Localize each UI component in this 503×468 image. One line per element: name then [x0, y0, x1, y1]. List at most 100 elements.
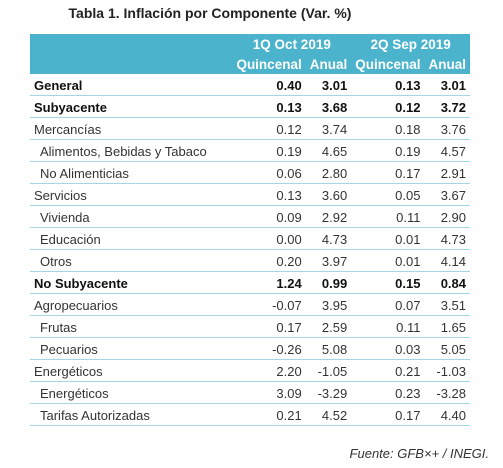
- cell: 4.57: [424, 139, 470, 162]
- cell: 4.73: [424, 227, 470, 250]
- cell: 3.01: [305, 74, 352, 96]
- cell: 2.92: [305, 205, 352, 228]
- cell: 0.05: [351, 183, 425, 206]
- table-row: Vivienda 0.09 2.92 0.11 2.90: [30, 205, 470, 228]
- cell: -1.05: [305, 359, 352, 382]
- row-label: Subyacente: [30, 95, 233, 118]
- cell: 2.80: [305, 161, 352, 184]
- cell: 0.01: [351, 227, 425, 250]
- row-label: Pecuarios: [30, 337, 233, 360]
- cell: 3.51: [424, 293, 470, 316]
- cell: 0.11: [351, 205, 425, 228]
- row-label: Educación: [30, 227, 233, 250]
- cell: -0.26: [232, 337, 306, 360]
- table-row: Pecuarios -0.26 5.08 0.03 5.05: [30, 337, 470, 360]
- cell: -1.03: [424, 359, 470, 382]
- cell: 4.52: [305, 403, 352, 426]
- cell: 0.07: [351, 293, 425, 316]
- cell: 0.21: [351, 359, 425, 382]
- cell: 3.60: [305, 183, 352, 206]
- table-row: Subyacente 0.13 3.68 0.12 3.72: [30, 95, 470, 118]
- cell: 0.01: [351, 249, 425, 272]
- column-header: Anual: [305, 54, 352, 74]
- cell: 1.24: [232, 271, 306, 294]
- cell: 3.76: [424, 117, 470, 140]
- table-row: Servicios 0.13 3.60 0.05 3.67: [30, 183, 470, 206]
- cell: 0.19: [351, 139, 425, 162]
- row-label: Agropecuarios: [30, 293, 233, 316]
- header-row: 1Q Oct 2019 2Q Sep 2019: [30, 34, 470, 54]
- table-row: Alimentos, Bebidas y Tabaco 0.19 4.65 0.19 4…: [30, 139, 470, 162]
- cell: 2.59: [305, 315, 352, 338]
- cell: 3.67: [424, 183, 470, 206]
- cell: 0.13: [232, 183, 306, 206]
- cell: 0.84: [424, 271, 470, 294]
- cell: -3.29: [305, 381, 352, 404]
- corner: [30, 34, 233, 54]
- row-label: Servicios: [30, 183, 233, 206]
- table-row: General 0.40 3.01 0.13 3.01: [30, 74, 470, 96]
- cell: 3.95: [305, 293, 352, 316]
- table: 1Q Oct 2019 2Q Sep 2019 Quincenal Anual Qu…: [30, 34, 470, 426]
- cell: 0.20: [232, 249, 306, 272]
- cell: 0.12: [351, 95, 425, 118]
- column-header: Anual: [424, 54, 470, 74]
- cell: 2.20: [232, 359, 306, 382]
- source-note: Fuente: GFB×+ / INEGI.: [349, 446, 489, 461]
- cell: 2.90: [424, 205, 470, 228]
- header-row: Quincenal Anual Quincenal Anual: [30, 54, 470, 74]
- cell: 5.08: [305, 337, 352, 360]
- cell: 0.11: [351, 315, 425, 338]
- table-title: Tabla 1. Inflación por Componente (Var. …: [68, 5, 352, 21]
- row-label: Frutas: [30, 315, 233, 338]
- cell: 0.19: [232, 139, 306, 162]
- table-row: Energéticos 2.20 -1.05 0.21 -1.03: [30, 359, 470, 382]
- table-row: Tarifas Autorizadas 0.21 4.52 0.17 4.40: [30, 403, 470, 426]
- row-label: No Subyacente: [30, 271, 233, 294]
- cell: 2.91: [424, 161, 470, 184]
- table-row: Agropecuarios -0.07 3.95 0.07 3.51: [30, 293, 470, 316]
- cell: 4.40: [424, 403, 470, 426]
- table-row: Energéticos 3.09 -3.29 0.23 -3.28: [30, 381, 470, 404]
- table-row: Frutas 0.17 2.59 0.11 1.65: [30, 315, 470, 338]
- cell: 0.00: [232, 227, 306, 250]
- cell: -3.28: [424, 381, 470, 404]
- cell: 4.73: [305, 227, 352, 250]
- row-label: Otros: [30, 249, 233, 272]
- cell: 0.17: [351, 403, 425, 426]
- row-label: General: [30, 74, 233, 96]
- cell: 0.21: [232, 403, 306, 426]
- row-label: Energéticos: [30, 381, 233, 404]
- column-header: Quincenal: [351, 54, 425, 74]
- cell: 4.65: [305, 139, 352, 162]
- cell: 3.72: [424, 95, 470, 118]
- group-header: 2Q Sep 2019: [351, 34, 470, 54]
- cell: 0.18: [351, 117, 425, 140]
- cell: 3.09: [232, 381, 306, 404]
- column-header: Quincenal: [232, 54, 306, 74]
- cell: 0.23: [351, 381, 425, 404]
- table-row: Otros 0.20 3.97 0.01 4.14: [30, 249, 470, 272]
- cell: 1.65: [424, 315, 470, 338]
- cell: 0.40: [232, 74, 306, 96]
- cell: 0.09: [232, 205, 306, 228]
- cell: 0.17: [351, 161, 425, 184]
- cell: 0.06: [232, 161, 306, 184]
- cell: 4.14: [424, 249, 470, 272]
- corner: [30, 54, 233, 74]
- cell: 0.15: [351, 271, 425, 294]
- row-label: Alimentos, Bebidas y Tabaco: [30, 139, 233, 162]
- cell: 3.01: [424, 74, 470, 96]
- group-header: 1Q Oct 2019: [232, 34, 352, 54]
- row-label: Mercancías: [30, 117, 233, 140]
- table-row: Mercancías 0.12 3.74 0.18 3.76: [30, 117, 470, 140]
- cell: 3.74: [305, 117, 352, 140]
- cell: 0.17: [232, 315, 306, 338]
- row-label: Tarifas Autorizadas: [30, 403, 233, 426]
- table-row: No Alimenticias 0.06 2.80 0.17 2.91: [30, 161, 470, 184]
- table-row: No Subyacente 1.24 0.99 0.15 0.84: [30, 271, 470, 294]
- cell: 0.03: [351, 337, 425, 360]
- table-head: 1Q Oct 2019 2Q Sep 2019 Quincenal Anual Qu…: [30, 34, 470, 74]
- cell: 5.05: [424, 337, 470, 360]
